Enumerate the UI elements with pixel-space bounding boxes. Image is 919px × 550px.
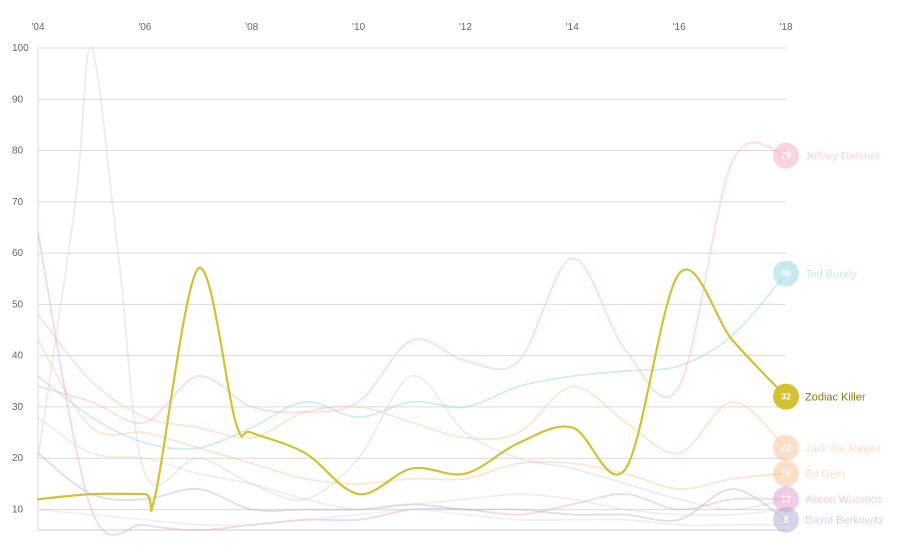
x-tick-label: '14 xyxy=(566,22,579,33)
x-tick-label: '16 xyxy=(673,22,686,33)
end-label-zodiac-killer: 32 Zodiac Killer xyxy=(773,383,866,410)
end-value-marker xyxy=(773,260,799,287)
x-tick-label: '04 xyxy=(31,22,44,33)
end-value-marker xyxy=(773,460,799,487)
series-line-ted-bundy[interactable] xyxy=(37,272,787,450)
series-name-label: Aileen Wuornos xyxy=(805,494,883,506)
end-label-aileen-wuornos: 12 Aileen Wuornos xyxy=(773,486,883,513)
end-label-jack-the-ripper: 22 Jack the Ripper xyxy=(773,434,882,461)
series-line-ed-gein[interactable] xyxy=(37,339,787,490)
y-tick-label: 40 xyxy=(12,351,24,362)
end-value-marker xyxy=(773,506,799,533)
series-line-aileen-wuornos[interactable] xyxy=(37,231,787,536)
end-value-marker xyxy=(773,434,799,461)
series-name-label: Jack the Ripper xyxy=(805,443,882,455)
end-value-text: 17 xyxy=(781,469,791,479)
x-tick-label: '18 xyxy=(779,22,792,33)
end-label-ted-bundy: 56 Ted Bundy xyxy=(773,260,857,287)
series-line-david-berkowitz[interactable] xyxy=(37,452,787,522)
end-value-text: 8 xyxy=(783,515,788,525)
series-line-jack-the-ripper[interactable] xyxy=(37,313,787,455)
x-tick-label: '08 xyxy=(245,22,258,33)
end-label-layer: 79 Jeffrey Dahmer 56 Ted Bundy 22 Jack the Ri… xyxy=(773,142,884,533)
series-name-label: Zodiac Killer xyxy=(805,392,866,404)
x-tick-label: '06 xyxy=(138,22,151,33)
y-tick-label: 60 xyxy=(12,248,24,259)
end-value-text: 79 xyxy=(781,151,791,161)
end-label-david-berkowitz: 8 David Berkowitz xyxy=(773,506,884,533)
y-tick-label: 10 xyxy=(12,504,24,515)
series-name-label: Ted Bundy xyxy=(805,269,857,281)
series-layer xyxy=(36,46,788,536)
grid-layer xyxy=(38,47,786,510)
series-name-label: Jeffrey Dahmer xyxy=(805,151,880,163)
y-tick-label: 70 xyxy=(12,197,24,208)
series-name-label: Ed Gein xyxy=(805,469,845,481)
axis-layer: 10 20 30 40 50 60 70 80 90 100'04 '06 '08 '10 '12 '14 '… xyxy=(12,22,793,531)
series-line-unlabeled-9[interactable] xyxy=(37,508,787,527)
end-label-ed-gein: 17 Ed Gein xyxy=(773,460,845,487)
y-tick-label: 30 xyxy=(12,402,24,413)
x-tick-label: '12 xyxy=(459,22,472,33)
y-tick-label: 50 xyxy=(12,299,24,310)
end-value-marker xyxy=(773,486,799,513)
series-line-unlabeled-8[interactable] xyxy=(37,416,787,517)
series-line-zodiac-killer[interactable] xyxy=(36,267,788,512)
end-value-text: 12 xyxy=(781,494,791,504)
series-name-label: David Berkowitz xyxy=(805,515,884,527)
y-tick-label: 90 xyxy=(12,94,24,105)
end-value-marker xyxy=(773,383,799,410)
x-tick-label: '10 xyxy=(352,22,365,33)
series-line-unlabeled-7[interactable] xyxy=(37,46,787,511)
y-tick-label: 100 xyxy=(12,43,29,54)
series-line-jeffrey-dahmer[interactable] xyxy=(37,141,787,424)
end-value-text: 56 xyxy=(781,269,791,279)
end-value-marker xyxy=(773,142,799,169)
y-tick-label: 80 xyxy=(12,146,24,157)
end-value-text: 32 xyxy=(781,392,791,402)
y-tick-label: 20 xyxy=(12,453,24,464)
end-label-jeffrey-dahmer: 79 Jeffrey Dahmer xyxy=(773,142,880,169)
end-value-text: 22 xyxy=(781,443,791,453)
